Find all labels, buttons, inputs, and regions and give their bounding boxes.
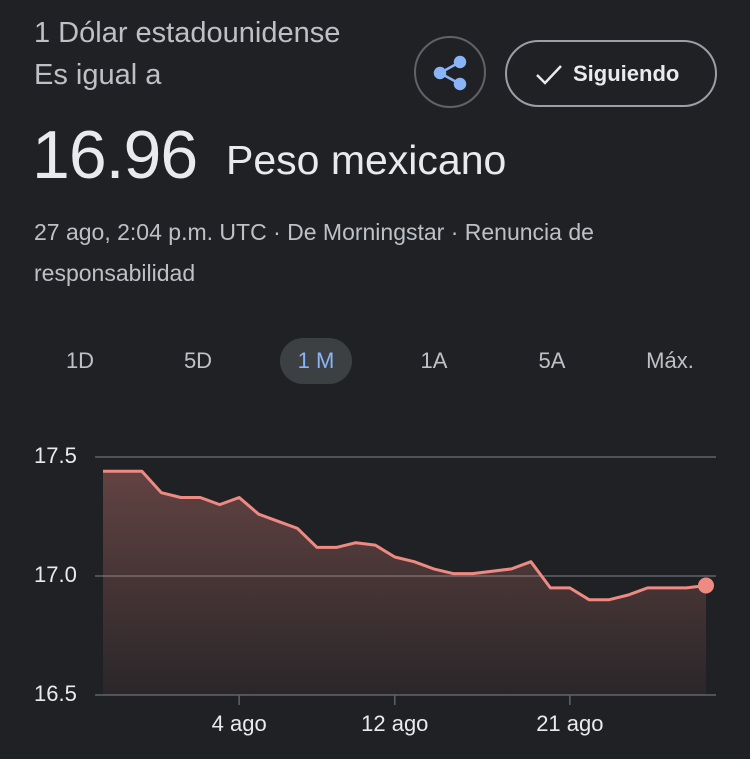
to-currency: Peso mexicano [226,137,507,183]
share-button[interactable] [414,36,486,108]
y-tick-label: 17.0 [34,562,77,587]
y-tick-label: 16.5 [34,681,77,706]
share-icon [433,55,467,91]
follow-label: Siguiendo [573,61,680,86]
from-currency: 1 Dólar estadounidense Es igual a [34,17,341,91]
price-line [103,469,707,602]
x-tick-label: 21 ago [536,711,603,736]
check-icon [536,65,562,85]
last-point [698,577,714,594]
range-tab[interactable]: 5A [538,348,566,373]
range-tab[interactable]: 5D [183,348,213,373]
rate-value: 16.96 [32,117,198,193]
chart: 16.5 17.0 17.5 4 ago 12 ago 21 ago [34,443,716,736]
area-fill [103,471,706,695]
range-tab[interactable]: 1D [65,348,95,373]
source-info: 27 ago, 2:04 p.m. UTC · De Morningstar ·… [34,219,594,286]
range-tab[interactable]: 1 M [280,338,352,384]
range-tab[interactable]: Máx. [646,348,694,373]
range-tab[interactable]: 1A [420,348,448,373]
x-tick-label: 12 ago [361,711,428,736]
x-tick-label: 4 ago [212,711,267,736]
y-tick-label: 17.5 [34,443,77,468]
follow-button[interactable]: Siguiendo [505,40,717,107]
